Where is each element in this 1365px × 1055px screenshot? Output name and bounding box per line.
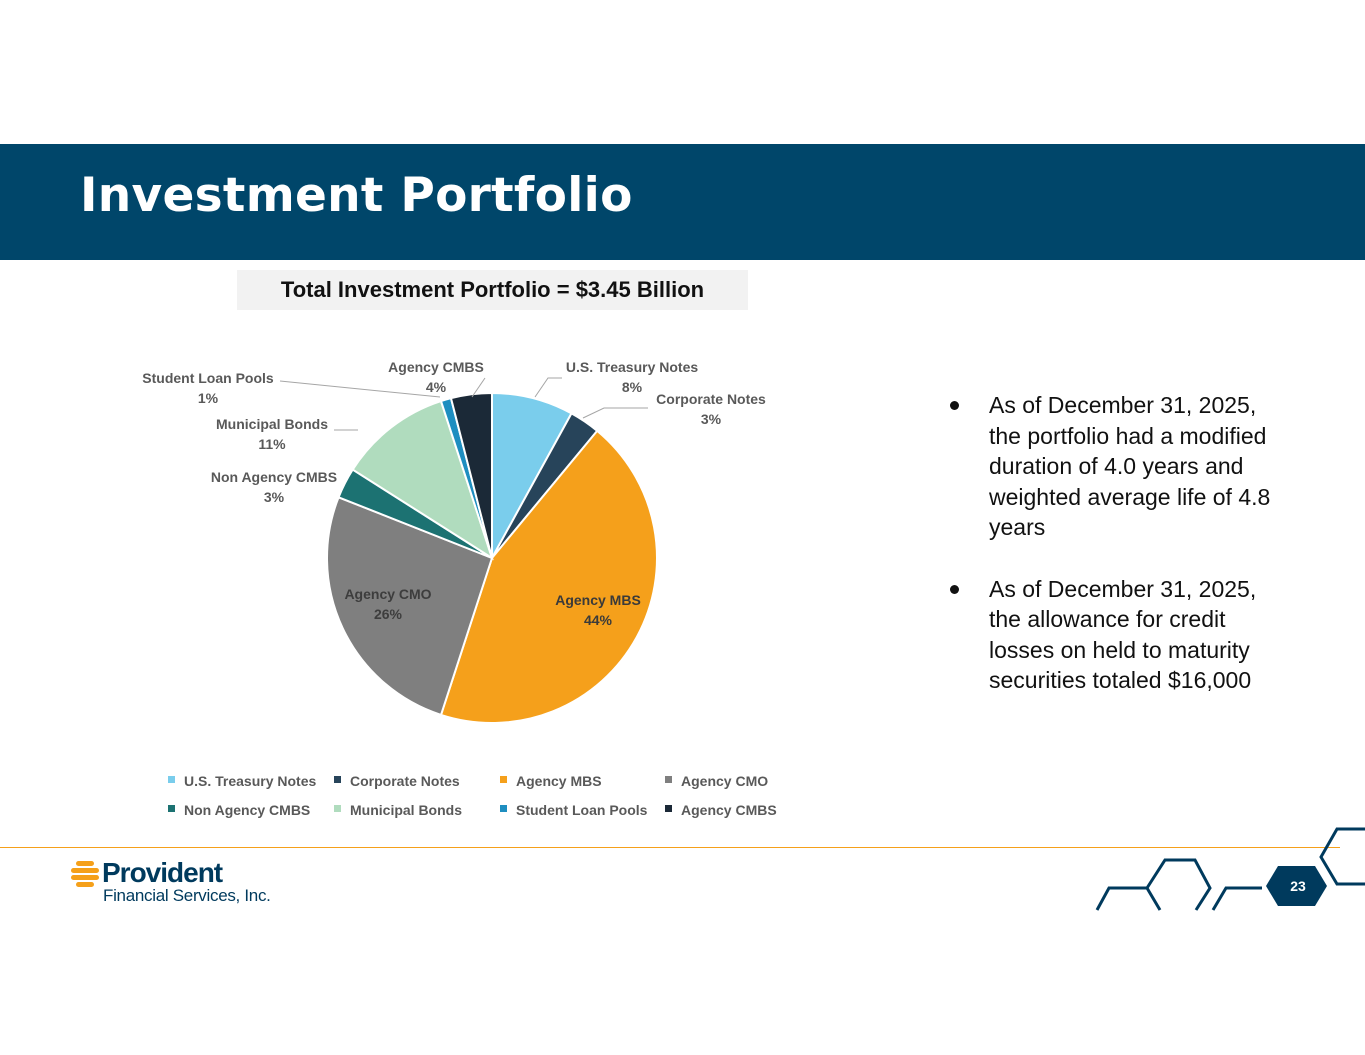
slice-value-label: 11% (258, 436, 286, 452)
label-leader-line (582, 407, 648, 419)
logo-subtitle: Financial Services, Inc. (103, 886, 271, 905)
slice-category-label: Municipal Bonds (216, 416, 328, 432)
footer-divider (0, 847, 1340, 848)
slice-value-label: 3% (701, 411, 722, 427)
bullet-text: As of December 31, 2025, the portfolio h… (989, 392, 1271, 540)
legend-swatch (334, 805, 341, 812)
slice-category-label: U.S. Treasury Notes (566, 359, 698, 375)
legend-swatch (500, 776, 507, 783)
legend-swatch (168, 805, 175, 812)
legend-swatch (665, 805, 672, 812)
slice-category-label: Corporate Notes (656, 391, 766, 407)
logo-mark-icon (71, 861, 99, 887)
bullet-item: As of December 31, 2025, the portfolio h… (950, 390, 1280, 543)
pie-slice (326, 495, 494, 717)
slice-value-label: 3% (264, 489, 285, 505)
label-leader-line (471, 377, 486, 398)
legend-label: Non Agency CMBS (184, 802, 310, 818)
bullet-dot-icon (950, 401, 959, 410)
slice-value-label: 8% (622, 379, 643, 395)
legend-label: Agency CMBS (681, 802, 777, 818)
legend-label: Agency CMO (681, 773, 768, 789)
pie-slice (439, 429, 658, 724)
logo-name: Provident (102, 857, 223, 888)
title-band (0, 144, 1365, 260)
slice-value-label: 4% (426, 379, 447, 395)
legend-swatch (168, 776, 175, 783)
slice-category-label: Agency CMBS (388, 359, 484, 375)
legend-label: Corporate Notes (350, 773, 460, 789)
slice-value-label: 26% (374, 606, 403, 622)
label-leader-line (534, 377, 562, 398)
slice-category-label: Student Loan Pools (142, 370, 274, 386)
bullet-dot-icon (950, 584, 959, 594)
page-title: Investment Portfolio (80, 168, 633, 223)
slice-value-label: 1% (198, 390, 219, 406)
pie-slice (351, 399, 494, 561)
legend-label: Agency MBS (516, 773, 602, 789)
total-portfolio-label: Total Investment Portfolio = $3.45 Billi… (237, 270, 748, 310)
slice-category-label: Non Agency CMBS (211, 469, 337, 485)
slice-category-label: Agency CMO (344, 586, 431, 602)
page-number: 23 (1290, 878, 1306, 894)
slice-value-label: 44% (584, 612, 613, 628)
legend-swatch (665, 776, 672, 783)
legend-label: U.S. Treasury Notes (184, 773, 316, 789)
legend-swatch (500, 805, 507, 812)
label-leader-line (279, 380, 441, 398)
pie-slice (449, 391, 493, 559)
bullet-text: As of December 31, 2025, the allowance f… (989, 575, 1257, 694)
legend-swatch (334, 776, 341, 783)
company-logo: Provident Financial Services, Inc. (70, 857, 310, 907)
legend-label: Student Loan Pools (516, 802, 648, 818)
legend-label: Municipal Bonds (350, 802, 462, 818)
bullet-list: As of December 31, 2025, the portfolio h… (950, 390, 1280, 727)
slice-category-label: Agency MBS (555, 592, 641, 608)
bullet-item: As of December 31, 2025, the allowance f… (950, 574, 1280, 696)
